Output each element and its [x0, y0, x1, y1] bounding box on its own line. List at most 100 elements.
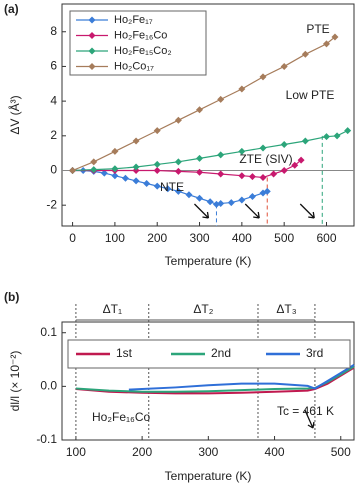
x-tick-label: 200	[147, 231, 167, 245]
data-point	[259, 144, 267, 152]
legend-marker	[88, 47, 96, 55]
arrow	[244, 203, 260, 219]
data-point	[196, 194, 204, 202]
legend-marker	[88, 63, 96, 70]
data-point	[132, 163, 140, 171]
y-tick-label: 0.1	[40, 325, 57, 339]
legend-label: Ho₂Fe₁₆Co	[114, 29, 167, 41]
data-point	[248, 193, 256, 201]
y-tick-label: -2	[46, 197, 57, 211]
legend-label: 3rd	[306, 346, 323, 360]
y-tick-label: 4	[50, 93, 57, 107]
data-point	[238, 85, 246, 93]
x-tick-label: 400	[265, 445, 285, 459]
data-point	[196, 168, 204, 176]
data-point	[111, 147, 119, 155]
data-point	[196, 154, 204, 162]
data-point	[333, 132, 341, 140]
y-axis-label: ΔV (Å³)	[7, 95, 22, 134]
data-point	[217, 170, 225, 178]
data-point	[270, 170, 278, 178]
data-point	[301, 50, 309, 58]
y-tick-label: 0.0	[40, 379, 57, 393]
legend-marker	[88, 16, 96, 24]
data-point	[331, 33, 339, 41]
legend-marker	[88, 32, 96, 39]
data-point	[217, 151, 225, 159]
panel-label: (b)	[4, 290, 19, 304]
data-point	[280, 140, 288, 148]
x-tick-label: 500	[274, 231, 294, 245]
data-point	[217, 95, 225, 103]
data-point	[111, 172, 119, 180]
x-tick-label: 300	[190, 231, 210, 245]
arrow	[304, 409, 315, 429]
data-point	[322, 40, 330, 48]
data-point	[291, 161, 299, 169]
data-point	[297, 156, 305, 164]
series-line	[128, 364, 355, 391]
x-tick-label: 500	[331, 445, 351, 459]
annotation: ZTE (SIV)	[239, 152, 292, 166]
annotation: Ho₂Fe₁₆Co	[92, 410, 151, 424]
y-tick-label: 0	[50, 163, 57, 177]
data-point	[153, 160, 161, 168]
data-point	[111, 165, 119, 173]
legend-label: Ho₂Fe₁₅Co₂	[114, 45, 172, 57]
data-point	[238, 196, 246, 204]
data-point	[90, 158, 98, 166]
data-point	[90, 166, 98, 174]
data-point	[153, 127, 161, 135]
data-point	[69, 167, 77, 174]
x-axis-label: Temperature (K)	[165, 254, 252, 268]
data-point	[238, 172, 246, 180]
data-point	[174, 116, 182, 124]
x-tick-label: 200	[132, 445, 152, 459]
data-point	[143, 180, 151, 188]
range-label: ΔT₁	[103, 302, 122, 316]
data-point	[132, 137, 140, 145]
annotation: PTE	[306, 22, 329, 36]
data-point	[164, 185, 172, 193]
legend-label: Ho₂Co₁₇	[114, 60, 154, 72]
arrow	[194, 203, 210, 219]
data-point	[248, 173, 256, 181]
data-point	[344, 127, 352, 135]
data-point	[259, 173, 267, 181]
data-point	[280, 167, 288, 174]
data-point	[301, 137, 309, 145]
panel-label: (a)	[4, 2, 19, 16]
data-point	[196, 106, 204, 114]
range-label: ΔT₂	[193, 302, 213, 316]
data-point	[174, 187, 182, 195]
x-tick-label: 400	[232, 231, 252, 245]
data-point	[259, 73, 267, 81]
x-tick-label: 100	[105, 231, 125, 245]
arrow	[299, 203, 315, 219]
data-point	[185, 191, 193, 199]
data-point	[238, 147, 246, 155]
data-point	[217, 199, 225, 207]
data-point	[174, 167, 182, 175]
y-axis-label: dl/l (× 10⁻²)	[8, 351, 22, 412]
data-point	[280, 62, 288, 70]
y-tick-label: 8	[50, 24, 57, 38]
data-point	[174, 158, 182, 166]
y-tick-label: 2	[50, 128, 57, 142]
x-tick-label: 300	[198, 445, 218, 459]
x-tick-label: 600	[316, 231, 336, 245]
data-point	[153, 167, 161, 174]
data-point	[322, 133, 330, 141]
data-point	[100, 169, 108, 177]
y-tick-label: 6	[50, 59, 57, 73]
data-point	[263, 187, 271, 195]
y-tick-label: -0.1	[36, 432, 57, 446]
series-line	[75, 366, 355, 395]
data-point	[153, 182, 161, 190]
plot-frame	[61, 3, 355, 227]
series-line	[72, 36, 336, 172]
data-point	[121, 174, 129, 182]
x-tick-label: 0	[69, 231, 76, 245]
